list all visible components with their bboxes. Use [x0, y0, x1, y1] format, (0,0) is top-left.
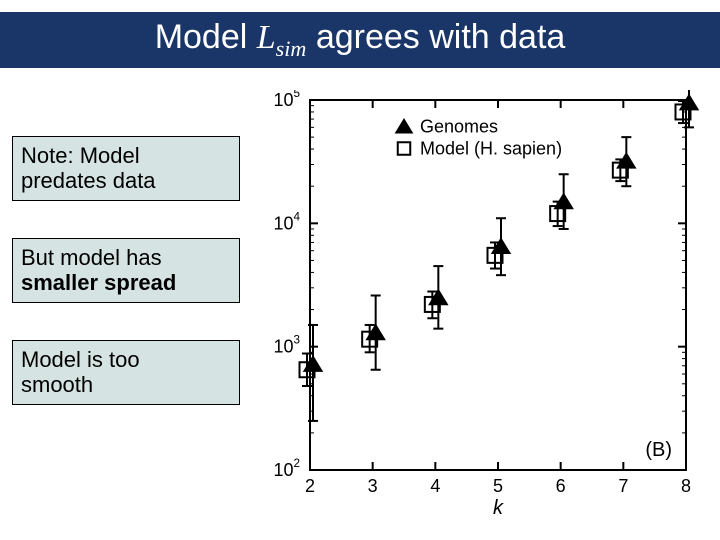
- svg-text:Genomes: Genomes: [420, 117, 498, 137]
- note-line: Note: Model: [21, 143, 231, 168]
- title-text: Model Lsim agrees with data: [155, 18, 566, 62]
- svg-text:8: 8: [681, 476, 691, 496]
- note-line: smooth: [21, 372, 231, 397]
- title-sub: sim: [276, 36, 307, 61]
- svg-text:2: 2: [305, 476, 315, 496]
- title-pre: Model: [155, 18, 257, 56]
- note-box-1: But model hassmaller spread: [12, 238, 240, 303]
- title-bar: Model Lsim agrees with data: [0, 12, 720, 68]
- svg-text:Model (H. sapien): Model (H. sapien): [420, 139, 562, 159]
- note-line: Model is too: [21, 347, 231, 372]
- svg-text:102: 102: [273, 457, 300, 480]
- svg-text:105: 105: [273, 90, 300, 110]
- note-line: smaller spread: [21, 270, 231, 295]
- note-line: predates data: [21, 168, 231, 193]
- note-box-2: Model is toosmooth: [12, 340, 240, 405]
- svg-text:k: k: [493, 497, 504, 519]
- note-box-0: Note: Modelpredates data: [12, 136, 240, 201]
- svg-text:7: 7: [618, 476, 628, 496]
- svg-text:3: 3: [368, 476, 378, 496]
- svg-text:4: 4: [430, 476, 440, 496]
- title-var: L: [257, 19, 276, 56]
- slide: Model Lsim agrees with data Note: Modelp…: [0, 0, 720, 540]
- title-post: agrees with data: [306, 18, 565, 56]
- svg-text:(B): (B): [645, 439, 672, 461]
- svg-text:104: 104: [273, 210, 300, 233]
- svg-text:5: 5: [493, 476, 503, 496]
- svg-text:6: 6: [556, 476, 566, 496]
- note-line: But model has: [21, 245, 231, 270]
- chart: 102 103 104 105 2 3 4 5 6 7 8 k (B) GenomesModel (H. …: [240, 90, 700, 520]
- svg-text:103: 103: [273, 334, 300, 357]
- chart-svg: 102 103 104 105 2 3 4 5 6 7 8 k (B) GenomesModel (H. …: [240, 90, 700, 520]
